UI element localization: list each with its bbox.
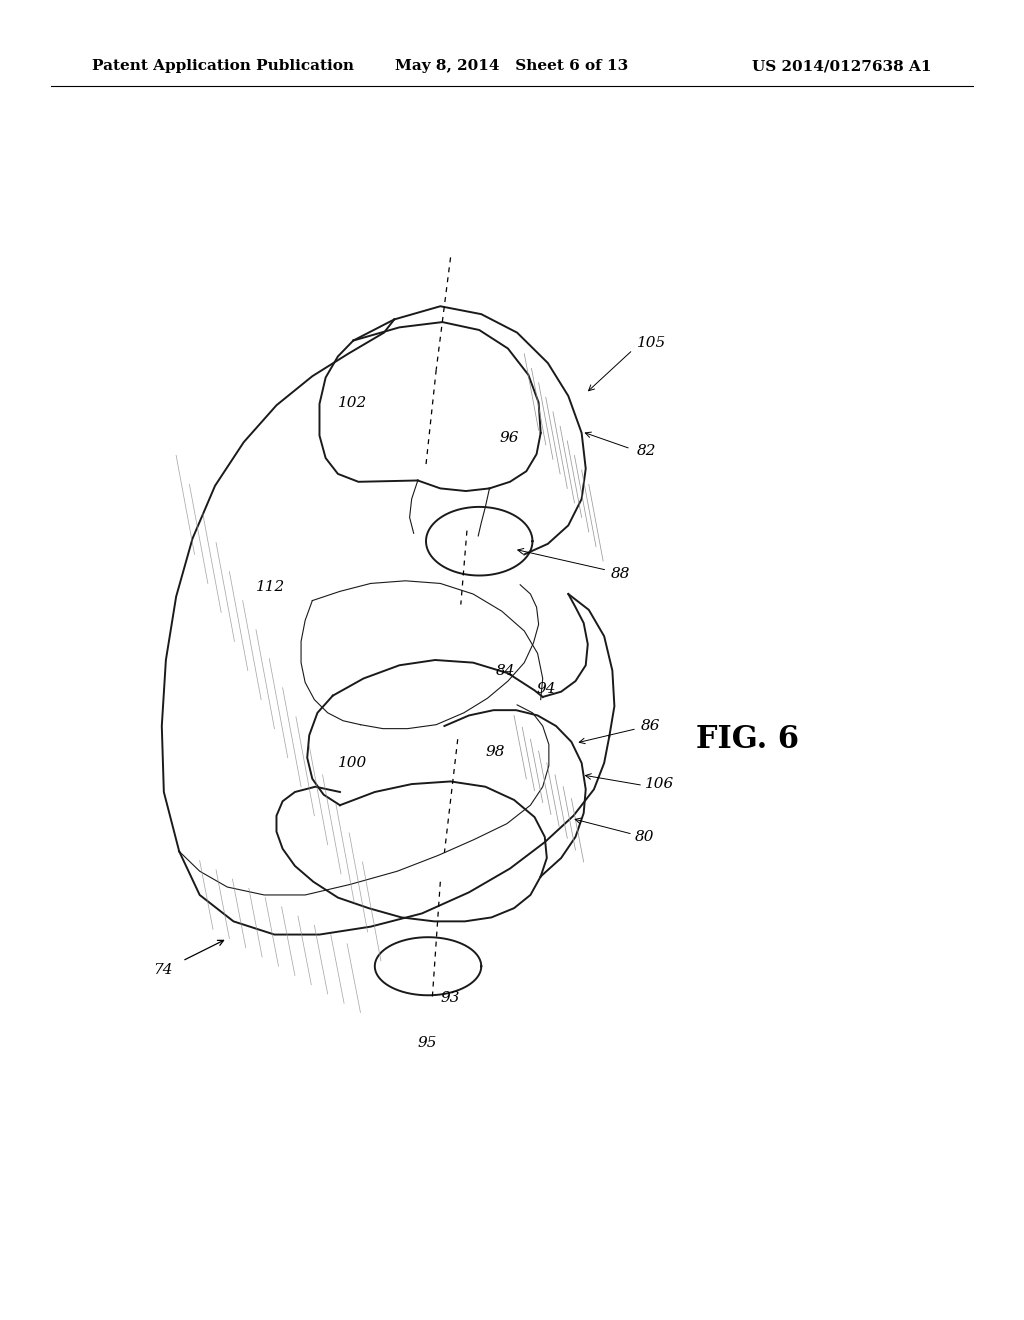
Text: Patent Application Publication: Patent Application Publication <box>92 59 354 74</box>
Text: 86: 86 <box>641 719 660 733</box>
Text: 88: 88 <box>610 568 630 581</box>
Text: 84: 84 <box>496 664 515 677</box>
Text: 112: 112 <box>256 581 286 594</box>
Text: 98: 98 <box>485 746 505 759</box>
Text: 105: 105 <box>637 337 667 350</box>
Text: 102: 102 <box>338 396 368 409</box>
Text: 95: 95 <box>418 1036 437 1049</box>
Text: 74: 74 <box>154 964 173 977</box>
Text: 93: 93 <box>440 991 460 1005</box>
Text: May 8, 2014   Sheet 6 of 13: May 8, 2014 Sheet 6 of 13 <box>395 59 629 74</box>
Text: 100: 100 <box>338 756 368 770</box>
Text: 94: 94 <box>537 682 556 696</box>
Text: 82: 82 <box>637 445 656 458</box>
Text: US 2014/0127638 A1: US 2014/0127638 A1 <box>753 59 932 74</box>
Text: FIG. 6: FIG. 6 <box>696 723 800 755</box>
Text: 96: 96 <box>500 432 519 445</box>
Text: 80: 80 <box>635 830 654 843</box>
Text: 106: 106 <box>645 777 675 791</box>
